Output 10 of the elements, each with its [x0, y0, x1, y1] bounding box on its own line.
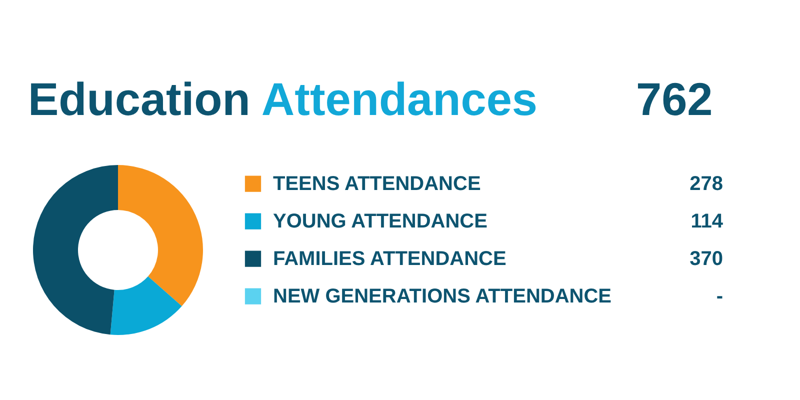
- legend-label: TEENS ATTENDANCE: [273, 172, 481, 195]
- data-label: 278: [690, 172, 723, 195]
- legend-label: NEW GENERATIONS ATTENDANCE: [273, 285, 612, 308]
- text: -: [716, 285, 723, 308]
- legend-label: YOUNG ATTENDANCE: [273, 210, 488, 232]
- legend-label: FAMILIES ATTENDANCE: [273, 248, 506, 270]
- data-label: 370: [690, 248, 723, 270]
- data-label: 114: [690, 210, 724, 232]
- text: 762: [636, 72, 713, 126]
- chart-title: Education Attendances: [28, 73, 538, 125]
